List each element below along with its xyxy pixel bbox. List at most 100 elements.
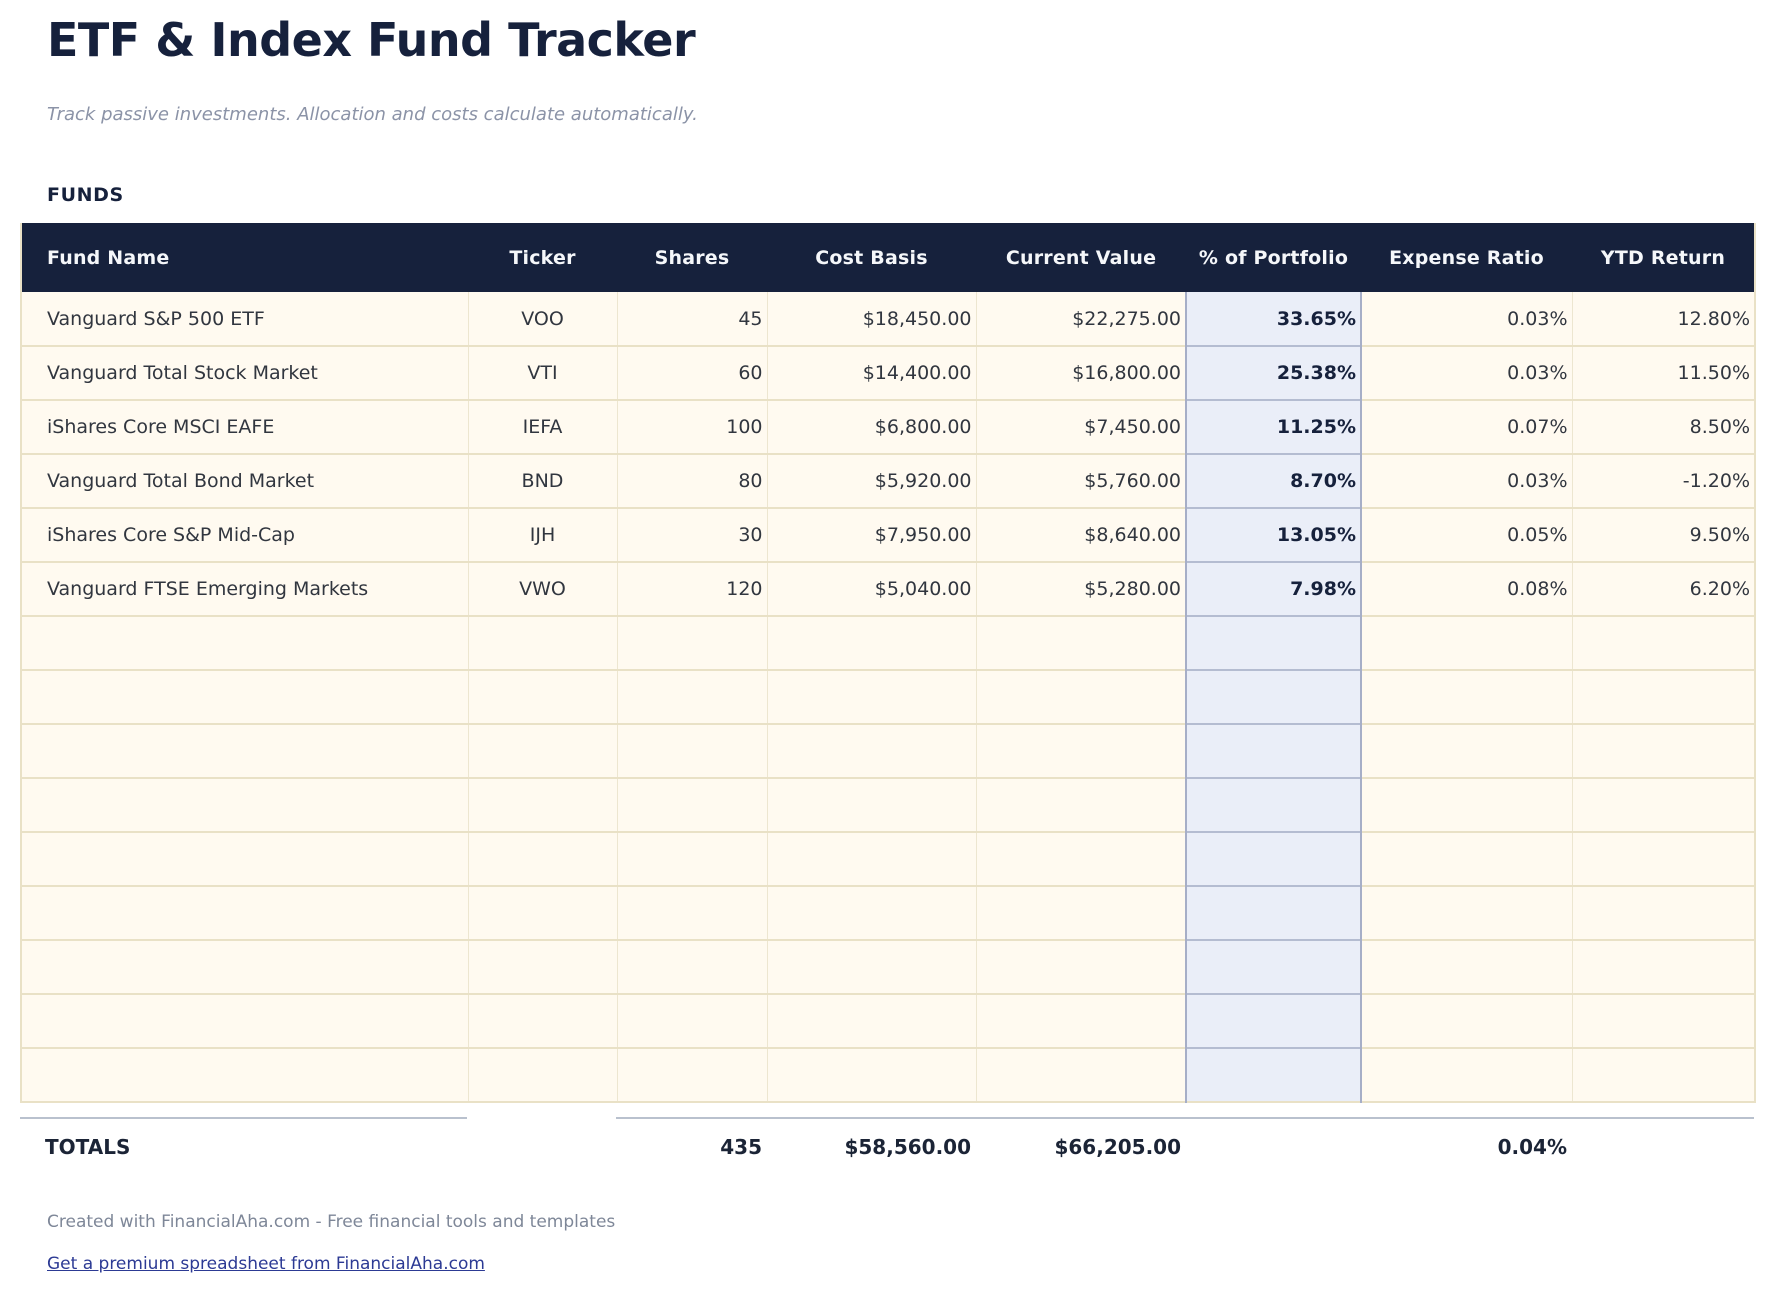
- cell--of-portfolio: 11.25%: [1185, 399, 1361, 455]
- cell-cost-basis: [766, 993, 976, 1049]
- cell-fund-name: Vanguard FTSE Emerging Markets: [21, 561, 468, 617]
- column-header-shares: Shares: [617, 223, 767, 293]
- cell-shares: 45: [616, 292, 767, 347]
- cell-expense-ratio: [1360, 885, 1572, 941]
- cell-current-value: [975, 993, 1186, 1049]
- cell-ytd-return: [1571, 1047, 1755, 1103]
- cell-shares: [616, 885, 767, 941]
- cell-fund-name: [21, 669, 468, 725]
- cell-current-value: [975, 723, 1186, 779]
- header-row: Fund Name Ticker Shares Cost Basis Current V…: [21, 223, 1755, 293]
- fund-row: Vanguard FTSE Emerging Markets VWO 120 $5,0…: [21, 561, 1755, 617]
- fund-row: Vanguard S&P 500 ETF VOO 45 $18,450.00 $22,2…: [21, 292, 1755, 347]
- cell-fund-name: Vanguard S&P 500 ETF: [21, 292, 468, 347]
- column-header-ytd-return: YTD Return: [1572, 223, 1755, 293]
- cell-ytd-return: 8.50%: [1571, 399, 1755, 455]
- cell-ytd-return: [1571, 939, 1755, 995]
- cell-cost-basis: $18,450.00: [766, 292, 976, 347]
- cell--of-portfolio: [1185, 615, 1361, 671]
- cell-expense-ratio: [1360, 939, 1572, 995]
- funds-table-header: Fund Name Ticker Shares Cost Basis Current V…: [21, 223, 1755, 293]
- cell-cost-basis: [766, 723, 976, 779]
- cell-cost-basis: [766, 885, 976, 941]
- total--of-portfolio: [1185, 1117, 1360, 1166]
- cell-ticker: VWO: [467, 561, 617, 617]
- funds-table: Fund Name Ticker Shares Cost Basis Current V…: [20, 223, 1756, 1104]
- cell-cost-basis: $7,950.00: [766, 507, 976, 563]
- cell-expense-ratio: 0.07%: [1360, 399, 1572, 455]
- cell-current-value: $22,275.00: [975, 292, 1186, 347]
- cell-ticker: [467, 777, 617, 833]
- cell-ytd-return: 6.20%: [1571, 561, 1755, 617]
- cell-current-value: [975, 831, 1186, 887]
- cell--of-portfolio: [1185, 777, 1361, 833]
- cell--of-portfolio: 33.65%: [1185, 292, 1361, 347]
- empty-row: [21, 1047, 1755, 1103]
- cell-ytd-return: 11.50%: [1571, 345, 1755, 401]
- cell-expense-ratio: [1360, 669, 1572, 725]
- fund-row: iShares Core S&P Mid-Cap IJH 30 $7,950.00 $8…: [21, 507, 1755, 563]
- cell-ticker: [467, 993, 617, 1049]
- column-header-cost-basis: Cost Basis: [767, 223, 976, 293]
- cell-shares: 80: [616, 453, 767, 509]
- cell-shares: 30: [616, 507, 767, 563]
- cell-current-value: $8,640.00: [975, 507, 1186, 563]
- fund-row: Vanguard Total Stock Market VTI 60 $14,400.…: [21, 345, 1755, 401]
- empty-row: [21, 615, 1755, 671]
- cell-ticker: [467, 615, 617, 671]
- cell-fund-name: iShares Core S&P Mid-Cap: [21, 507, 468, 563]
- total-expense-ratio: 0.04%: [1360, 1117, 1571, 1166]
- cell-expense-ratio: 0.03%: [1360, 453, 1572, 509]
- fund-row: Vanguard Total Bond Market BND 80 $5,920.00…: [21, 453, 1755, 509]
- cell-cost-basis: $5,040.00: [766, 561, 976, 617]
- column-header-fund-name: Fund Name: [21, 223, 468, 293]
- cell-ticker: [467, 669, 617, 725]
- premium-spreadsheet-link[interactable]: Get a premium spreadsheet from Financial…: [47, 1254, 485, 1275]
- cell-expense-ratio: [1360, 831, 1572, 887]
- cell--of-portfolio: 13.05%: [1185, 507, 1361, 563]
- cell-expense-ratio: [1360, 777, 1572, 833]
- cell-current-value: [975, 615, 1186, 671]
- cell-shares: [616, 1047, 767, 1103]
- column-header-expense-ratio: Expense Ratio: [1361, 223, 1572, 293]
- funds-table-body: Vanguard S&P 500 ETF VOO 45 $18,450.00 $22,2…: [21, 292, 1755, 1103]
- cell-cost-basis: $14,400.00: [766, 345, 976, 401]
- cell-fund-name: [21, 723, 468, 779]
- cell-ytd-return: [1571, 723, 1755, 779]
- cell-cost-basis: [766, 831, 976, 887]
- cell-fund-name: [21, 777, 468, 833]
- empty-row: [21, 777, 1755, 833]
- cell-shares: [616, 777, 767, 833]
- cell-fund-name: [21, 1047, 468, 1103]
- column-header--of-portfolio: % of Portfolio: [1186, 223, 1361, 293]
- cell-current-value: $5,760.00: [975, 453, 1186, 509]
- cell-shares: [616, 831, 767, 887]
- cell-current-value: [975, 669, 1186, 725]
- cell-ytd-return: [1571, 615, 1755, 671]
- cell-current-value: [975, 777, 1186, 833]
- cell-cost-basis: [766, 669, 976, 725]
- cell-cost-basis: $6,800.00: [766, 399, 976, 455]
- cell--of-portfolio: [1185, 885, 1361, 941]
- empty-row: [21, 669, 1755, 725]
- total-ticker: [467, 1118, 616, 1165]
- cell-ytd-return: [1571, 885, 1755, 941]
- cell--of-portfolio: [1185, 669, 1361, 725]
- total-current-value: $66,205.00: [975, 1117, 1185, 1166]
- cell--of-portfolio: 8.70%: [1185, 453, 1361, 509]
- cell-shares: 120: [616, 561, 767, 617]
- cell-ticker: IEFA: [467, 399, 617, 455]
- cell-ytd-return: [1571, 669, 1755, 725]
- total-ytd-return: [1571, 1117, 1754, 1166]
- cell-ticker: [467, 939, 617, 995]
- total-shares: 435: [616, 1117, 766, 1166]
- cell-shares: [616, 615, 767, 671]
- totals-row: TOTALS 435 $58,560.00 $66,205.00 0.04%: [20, 1117, 1754, 1166]
- column-header-current-value: Current Value: [976, 223, 1186, 293]
- cell-cost-basis: [766, 939, 976, 995]
- cell-current-value: [975, 885, 1186, 941]
- etf-tracker-page: ETF & Index Fund Tracker Track passive i…: [0, 14, 1774, 1274]
- page-subtitle: Track passive investments. Allocation an…: [47, 103, 698, 125]
- cell-ticker: [467, 831, 617, 887]
- cell-shares: [616, 993, 767, 1049]
